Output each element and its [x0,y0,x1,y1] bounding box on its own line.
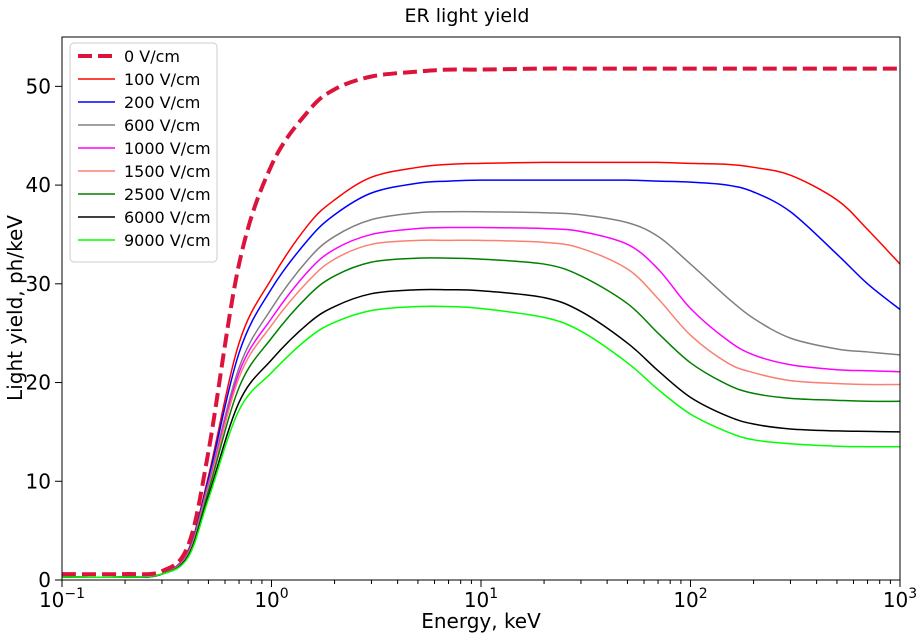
series-line-2500-v-cm [61,257,901,579]
y-axis-label: Light yield, ph/keV [3,215,27,401]
legend-label: 100 V/cm [124,70,200,89]
legend-box [69,42,218,263]
legend-label: 0 V/cm [124,47,180,66]
x-tick-exponent: 2 [699,586,708,602]
x-tick-label: 101 [464,586,498,612]
legend-label: 9000 V/cm [124,231,211,250]
series-line-600-v-cm [61,210,901,579]
legend-label: 6000 V/cm [124,208,211,227]
y-tick-label: 30 [26,272,51,296]
x-tick-label: 103 [883,586,917,612]
y-tick-label: 10 [26,469,51,493]
y-tick-label: 50 [26,74,51,98]
legend-label: 1500 V/cm [124,162,211,181]
chart-title: ER light yield [405,5,530,27]
legend-label: 2500 V/cm [124,185,211,204]
x-tick-base: 10 [883,588,908,612]
series-line-0-v-cm [61,66,900,577]
x-tick-label: 10−1 [39,586,85,612]
y-tick-label: 0 [38,568,51,592]
x-tick-base: 10 [464,588,489,612]
x-tick-exponent: 0 [280,586,289,602]
x-tick-label: 102 [673,586,707,612]
x-tick-exponent: 1 [489,586,498,602]
x-tick-exponent: 3 [908,586,917,602]
legend-label: 200 V/cm [124,93,200,112]
legend-label: 600 V/cm [124,116,200,135]
legend: 0 V/cm 100 V/cm 200 V/cm 600 V/cm 1000 V/cm 1… [69,42,218,263]
series-line-200-v-cm [61,179,901,579]
series-layer [61,66,901,579]
y-axis-ticks: 0 10 20 30 40 50 [26,74,62,592]
x-axis-ticks: 10−1 100 101 102 103 [39,580,917,612]
x-tick-label: 100 [254,586,288,612]
series-line-6000-v-cm [61,288,901,579]
legend-label: 1000 V/cm [124,139,211,158]
x-tick-base: 10 [39,588,64,612]
x-tick-exponent: −1 [64,586,85,602]
x-tick-base: 10 [254,588,279,612]
y-tick-label: 20 [26,371,51,395]
x-axis-label: Energy, keV [421,609,541,633]
series-line-9000-v-cm [61,305,901,579]
series-line-1000-v-cm [61,226,901,579]
x-tick-base: 10 [673,588,698,612]
y-tick-label: 40 [26,173,51,197]
